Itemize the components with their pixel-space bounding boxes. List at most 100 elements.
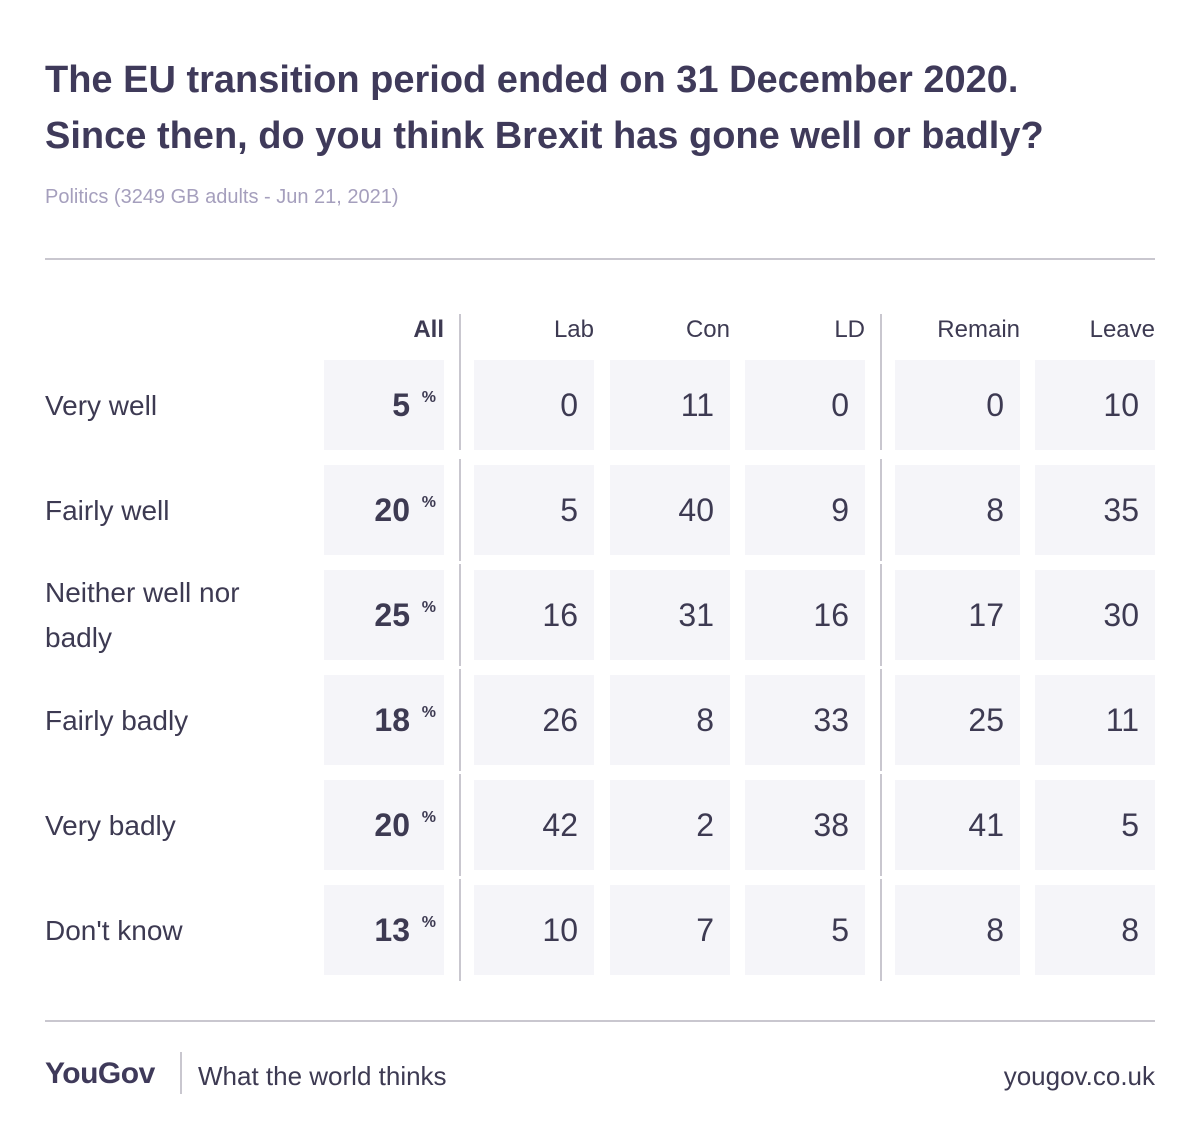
cell-value: 13	[374, 912, 410, 948]
footer-tagline: What the world thinks	[198, 1061, 447, 1091]
table-cell-ld: 16	[745, 570, 865, 660]
column-header-ld: LD	[834, 316, 865, 343]
table-cell-remain: 25	[895, 675, 1020, 765]
cell-value: 10	[542, 912, 578, 948]
table-cell-lab: 5	[474, 465, 594, 555]
column-separator	[459, 314, 461, 450]
table-cell-lab: 16	[474, 570, 594, 660]
column-header-con: Con	[685, 316, 730, 343]
table-cell-leave: 35	[1035, 465, 1155, 555]
column-header-leave: Leave	[1089, 316, 1155, 343]
chart-subtitle: Politics (3249 GB adults - Jun 21, 2021)	[45, 186, 399, 208]
row-label: Very badly	[45, 809, 176, 841]
table-cell-ld: 5	[745, 885, 865, 975]
cell-value: 9	[831, 492, 849, 528]
column-separator	[880, 564, 882, 666]
table-cell-leave: 8	[1035, 885, 1155, 975]
cell-value: 35	[1103, 492, 1139, 528]
cell-value: 5	[1121, 807, 1139, 843]
cell-value: 42	[542, 807, 578, 843]
table-cell-ld: 33	[745, 675, 865, 765]
column-header-lab: Lab	[553, 316, 594, 343]
table-cell-ld: 9	[745, 465, 865, 555]
row-label: Very well	[45, 389, 158, 421]
cell-value: 17	[968, 597, 1004, 633]
cell-value: 8	[986, 492, 1004, 528]
row-label: Fairly well	[45, 494, 170, 526]
table-cell-remain: 41	[895, 780, 1020, 870]
table-cell-ld: 38	[745, 780, 865, 870]
percent-sign: %	[421, 914, 436, 931]
cell-value: 26	[542, 702, 578, 738]
table-cell-leave: 11	[1035, 675, 1155, 765]
cell-value: 31	[678, 597, 714, 633]
table-cell-leave: 5	[1035, 780, 1155, 870]
column-separator	[459, 669, 461, 771]
top-divider	[45, 258, 1155, 260]
table-cell-remain: 8	[895, 465, 1020, 555]
table-cell-con: 31	[610, 570, 730, 660]
chart-title: The EU transition period ended on 31 Dec…	[45, 52, 1165, 164]
table-cell-ld: 0	[745, 360, 865, 450]
table-cell-con: 7	[610, 885, 730, 975]
table-cell-all: 25%	[324, 570, 444, 660]
table-cell-leave: 30	[1035, 570, 1155, 660]
footer-divider	[180, 1052, 182, 1094]
column-header-all: All	[413, 316, 444, 343]
cell-value: 0	[831, 387, 849, 423]
cell-value: 18	[374, 702, 410, 738]
cell-value: 7	[696, 912, 714, 948]
percent-sign: %	[421, 704, 436, 721]
table-cell-all: 20%	[324, 465, 444, 555]
column-separator	[880, 774, 882, 876]
cell-value: 41	[968, 807, 1004, 843]
table-cell-con: 40	[610, 465, 730, 555]
column-separator	[459, 564, 461, 666]
cell-value: 25	[374, 597, 410, 633]
table-cell-con: 8	[610, 675, 730, 765]
cell-value: 40	[678, 492, 714, 528]
column-separator	[880, 459, 882, 561]
column-separator	[459, 459, 461, 561]
footer-site-link[interactable]: yougov.co.uk	[1003, 1061, 1155, 1091]
percent-sign: %	[421, 809, 436, 826]
table-cell-all: 20%	[324, 780, 444, 870]
percent-sign: %	[421, 599, 436, 616]
percent-sign: %	[421, 389, 436, 406]
column-separator	[880, 879, 882, 981]
table-cell-con: 2	[610, 780, 730, 870]
table-cell-lab: 10	[474, 885, 594, 975]
cell-value: 8	[1121, 912, 1139, 948]
column-header-remain: Remain	[937, 316, 1020, 343]
cell-value: 5	[392, 387, 410, 423]
cell-value: 11	[1105, 702, 1139, 738]
table-cell-remain: 17	[895, 570, 1020, 660]
cell-value: 8	[986, 912, 1004, 948]
title-line-1: The EU transition period ended on 31 Dec…	[45, 59, 1019, 101]
cell-value: 5	[831, 912, 849, 948]
table-cell-all: 5%	[324, 360, 444, 450]
column-separator	[459, 879, 461, 981]
cell-value: 38	[813, 807, 849, 843]
cell-value: 20	[374, 807, 410, 843]
cell-value: 0	[986, 387, 1004, 423]
table-cell-lab: 0	[474, 360, 594, 450]
cell-value: 16	[813, 597, 849, 633]
column-separator	[459, 774, 461, 876]
cell-value: 10	[1103, 387, 1139, 423]
cell-value: 16	[542, 597, 578, 633]
cell-value: 2	[696, 807, 714, 843]
table-cell-remain: 0	[895, 360, 1020, 450]
table-cell-leave: 10	[1035, 360, 1155, 450]
percent-sign: %	[421, 494, 436, 511]
cell-value: 5	[560, 492, 578, 528]
table-cell-con: 11	[610, 360, 730, 450]
row-label: Neither well nor badly	[45, 577, 240, 653]
table-cell-lab: 26	[474, 675, 594, 765]
cell-value: 8	[696, 702, 714, 738]
column-separator	[880, 669, 882, 771]
cell-value: 25	[968, 702, 1004, 738]
column-separator	[880, 314, 882, 450]
cell-value: 0	[560, 387, 578, 423]
table-cell-lab: 42	[474, 780, 594, 870]
